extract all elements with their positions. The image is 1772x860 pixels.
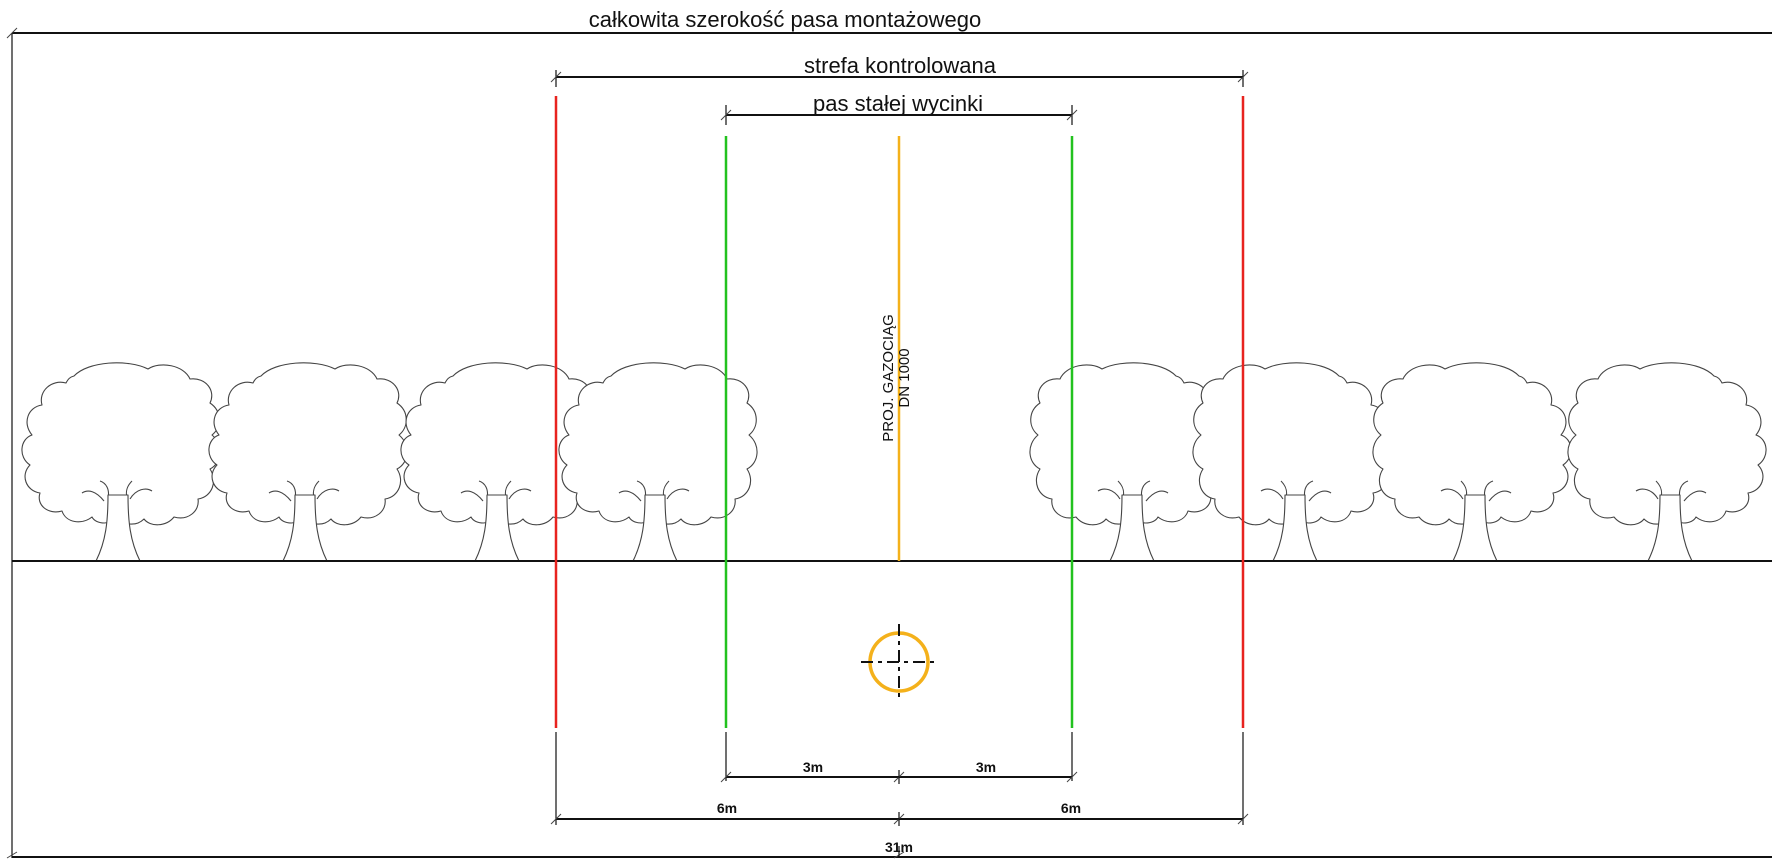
total-width-label: całkowita szerokość pasa montażowego bbox=[589, 7, 982, 32]
clearing-strip-tick-right bbox=[1066, 109, 1078, 121]
clearing-strip-label: pas stałej wycinki bbox=[813, 91, 983, 116]
tree-icon bbox=[558, 362, 758, 562]
pipeline-label: PROJ. GAZOCIĄG DN 1000 bbox=[880, 314, 913, 442]
controlled-zone-tick-left bbox=[550, 71, 562, 83]
dim-label-clear-left: 3m bbox=[803, 759, 823, 775]
tree-icon bbox=[208, 362, 408, 562]
dim-label-total: 31m bbox=[885, 839, 913, 855]
tick-6m-right bbox=[1237, 813, 1249, 825]
dim-label-zone-right: 6m bbox=[1061, 800, 1081, 816]
dim-label-clear-right: 3m bbox=[976, 759, 996, 775]
pipeline-label-line1: PROJ. GAZOCIĄG bbox=[880, 314, 897, 442]
controlled-zone-label: strefa kontrolowana bbox=[804, 53, 997, 78]
clearing-strip-tick-left bbox=[720, 109, 732, 121]
tick-6m-left bbox=[550, 813, 562, 825]
tick-31m-left bbox=[6, 851, 18, 859]
tree-icon bbox=[1372, 362, 1572, 562]
tree-icon bbox=[1567, 362, 1767, 562]
total-width-tick-left bbox=[6, 27, 18, 39]
tree-icon bbox=[21, 362, 221, 562]
tick-3m-left bbox=[720, 771, 732, 783]
pipe-crosshair-icon bbox=[861, 624, 937, 700]
pipeline-label-line2: DN 1000 bbox=[896, 348, 913, 407]
dim-label-zone-left: 6m bbox=[717, 800, 737, 816]
tree-icon bbox=[1192, 362, 1392, 562]
tick-3m-right bbox=[1066, 771, 1078, 783]
controlled-zone-tick-right bbox=[1237, 71, 1249, 83]
